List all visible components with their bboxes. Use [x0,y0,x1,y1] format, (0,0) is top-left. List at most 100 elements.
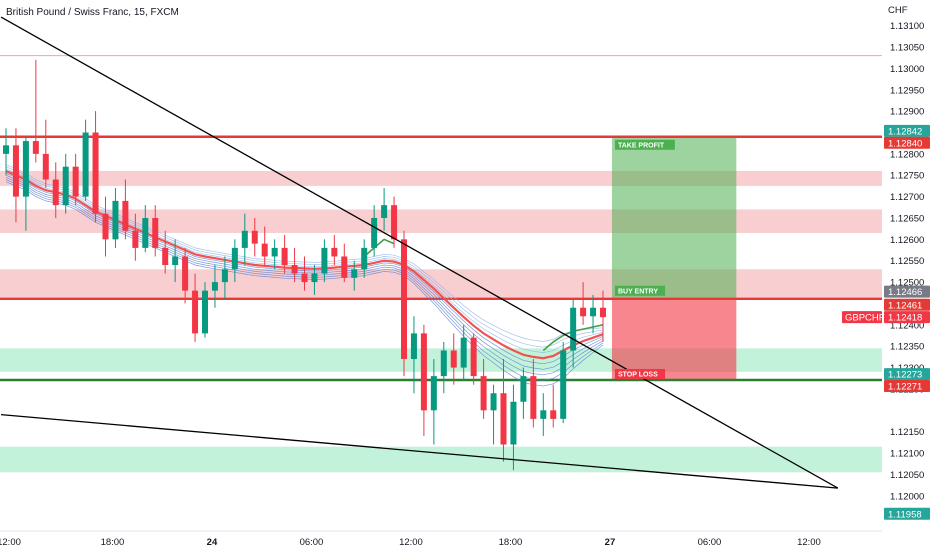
candle-body [560,350,567,419]
time-tick-label: 27 [605,537,616,548]
price-badge [884,379,930,392]
stop-loss-label: STOP LOSS [618,371,658,378]
candle-body [112,200,119,240]
price-tick-label: 1.12800 [890,149,924,160]
price-badge-label: 1.12842 [888,126,922,137]
support-zone-2 [0,446,882,473]
price-tick-label: 1.12600 [890,235,924,246]
candle-body [281,247,288,265]
price-badge-label: 1.12418 [888,313,922,324]
candle-body [301,273,308,283]
price-badge-label: 1.12840 [888,138,922,149]
price-tick-label: 1.12550 [890,256,924,267]
candle-body [450,350,457,368]
take-profit-label: TAKE PROFIT [618,142,665,149]
candle-body [341,256,348,278]
candle-body [22,141,29,197]
candle-body [231,247,238,270]
stop-loss-label-bg [614,368,666,379]
price-badge [884,298,930,311]
candle-body [261,243,268,257]
price-tick-label: 1.12350 [890,342,924,353]
candle-body [600,307,606,318]
candle-body [132,230,139,248]
position-tool[interactable] [611,136,737,380]
candle-body [540,410,547,419]
symbol-badge [842,311,882,324]
price-badge-label: 1.12273 [888,370,922,381]
time-tick-label: 12:00 [399,537,423,548]
price-axis[interactable]: 1.13100 1.13050 1.13000 1.12950 1.12900 1.128… [882,0,932,550]
candle-body [570,307,577,351]
price-badge [884,311,930,324]
candle-body [82,132,89,197]
time-tick-label: 06:00 [698,537,722,548]
candle-body [251,230,258,244]
time-axis[interactable]: 12:00 18:00 24 06:00 12:00 18:00 27 06:00 12:00 [0,530,882,548]
candle-body [12,145,19,197]
price-tick-label: 1.12150 [890,427,924,438]
price-badge [884,124,930,137]
price-tick-label: 1.13050 [890,43,924,54]
candle-body [32,141,39,154]
candle-body [590,307,597,317]
candle-body [172,256,179,265]
upper-trendline[interactable] [0,16,839,489]
price-axis-bg [882,0,932,550]
chart-title: British Pound / Swiss Franc, 15, FXCM [6,7,179,18]
candle-body [580,307,587,317]
time-tick-label: 18:00 [101,537,125,548]
position-label-layer: TAKE PROFIT BUY ENTRY STOP LOSS [614,139,675,379]
price-badge [884,285,930,298]
price-badge [884,507,930,520]
candle-body [3,145,9,154]
candle-body [311,273,318,283]
price-tick-label: 1.12500 [890,278,924,289]
trendline-layer[interactable] [0,16,839,489]
loss-zone[interactable] [611,298,737,380]
price-tick-label: 1.13100 [890,21,924,32]
price-tick-label: 1.13000 [890,64,924,75]
candle-body [291,265,298,274]
candle-body [182,256,189,291]
price-badge [884,368,930,381]
candle-body [530,376,537,419]
candle-body [510,401,517,445]
candle-body [202,290,208,334]
candle-body [102,213,109,240]
zone-layer [0,170,882,473]
symbol-badge-label: GBPCHF [845,313,885,324]
price-tick-label: 1.12700 [890,192,924,203]
candle-body [490,393,497,411]
price-tick-label: 1.12050 [890,470,924,481]
candle-body [72,166,79,197]
candle-body [321,247,328,274]
candle-body [162,247,169,265]
price-tick-label: 1.12400 [890,320,924,331]
price-tick-label: 1.12100 [890,449,924,460]
price-badge [884,136,930,149]
candle-body [371,217,378,248]
price-badge-label: 1.12271 [888,381,922,392]
candle-body [221,269,228,283]
candle-body [351,269,358,278]
candle-body [192,290,199,334]
candle-body [500,393,507,445]
candle-body [391,205,398,240]
candle-body [550,410,557,419]
time-tick-label: 24 [207,537,218,548]
candle-body [62,166,69,206]
candle-layer [3,59,606,471]
candle-body [520,376,527,402]
price-badge-label: 1.11958 [888,509,922,520]
lower-trendline[interactable] [0,413,838,489]
candle-body [420,333,427,411]
candle-body [271,247,278,257]
price-tick-label: 1.12900 [890,107,924,118]
profit-zone[interactable] [611,136,737,299]
price-tick-label: 1.12950 [890,85,924,96]
candle-body [401,239,407,360]
